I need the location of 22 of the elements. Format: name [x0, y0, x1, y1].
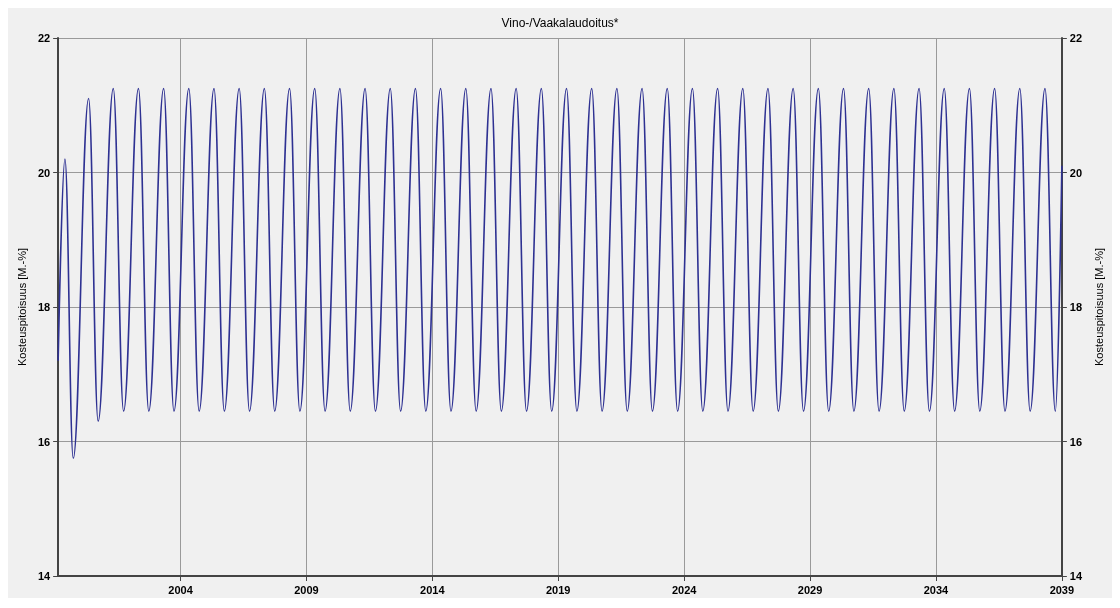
- x-tick-label: 2034: [923, 583, 950, 596]
- x-tick-label: 2024: [671, 583, 698, 596]
- y-tick-label: 14: [37, 570, 51, 582]
- y-tick-label: 16: [37, 435, 51, 448]
- x-tick-label: 2029: [797, 583, 823, 596]
- y-tick-label: 18: [37, 301, 51, 313]
- x-tick-label: 2019: [546, 583, 571, 596]
- y2-tick-label: 16: [1069, 435, 1083, 448]
- y-tick-label: 22: [37, 32, 51, 44]
- chart-title: Vino-/Vaakalaudoitus*: [501, 16, 619, 30]
- y-tick-label: 20: [37, 166, 51, 179]
- x-tick-label: 2039: [1049, 583, 1075, 596]
- y2-tick-label: 22: [1069, 32, 1083, 44]
- y2-tick-label: 20: [1069, 166, 1083, 179]
- line-series: [57, 87, 1063, 460]
- x-tick-label: 2004: [168, 583, 194, 596]
- x-tick-label: 2014: [420, 583, 446, 596]
- y2-tick-label: 18: [1069, 301, 1083, 313]
- y-axis-title: Kosteuspitoisuus [M.-%]: [15, 248, 28, 366]
- x-tick-label: 2009: [294, 583, 319, 596]
- y2-axis-title: Kosteuspitoisuus [M.-%]: [1092, 248, 1105, 366]
- y2-tick-label: 14: [1069, 570, 1083, 582]
